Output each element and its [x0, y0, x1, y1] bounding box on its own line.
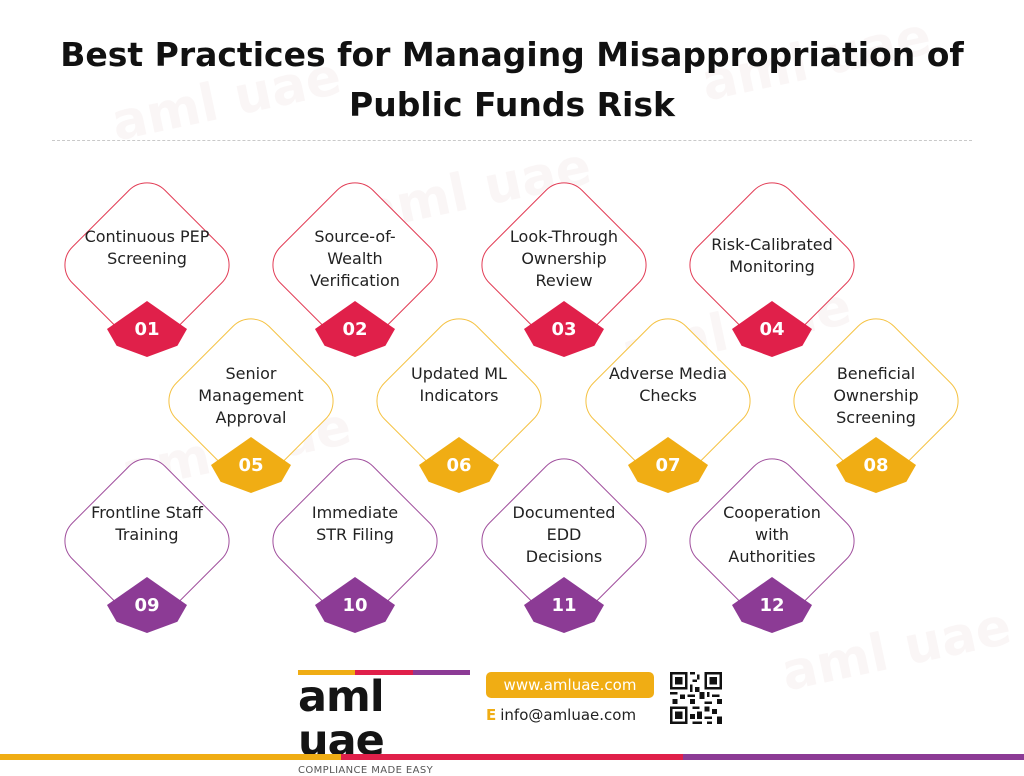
practice-card-05: Senior Management Approval 05 — [156, 306, 346, 496]
practice-label: Documented EDD Decisions — [512, 503, 616, 566]
practice-label: Cooperation with Authorities — [723, 503, 821, 566]
logo-tagline: COMPLIANCE MADE EASY — [298, 765, 434, 776]
email-address[interactable]: info@amluae.com — [500, 706, 637, 724]
practice-card-03: Look-Through Ownership Review 03 — [469, 170, 659, 360]
practice-label: Frontline Staff Training — [91, 503, 203, 544]
title-line-2: Public Funds Risk — [349, 85, 675, 124]
email-prefix: E — [486, 706, 497, 724]
bottom-color-bar — [0, 754, 1024, 760]
practice-card-02: Source-of-Wealth Verification 02 — [260, 170, 450, 360]
practice-card-07: Adverse Media Checks 07 — [573, 306, 763, 496]
practice-label: Updated ML Indicators — [411, 364, 507, 405]
practice-label: Look-Through Ownership Review — [509, 227, 619, 290]
title-line-1: Best Practices for Managing Misappropria… — [60, 35, 964, 74]
practice-card-11: Documented EDD Decisions 11 — [469, 446, 659, 636]
practice-card-04: Risk-Calibrated Monitoring 04 — [677, 170, 867, 360]
practice-card-01: Continuous PEP Screening 01 — [52, 170, 242, 360]
website-link[interactable]: www.amluae.com — [486, 672, 654, 698]
logo-wordmark: aml uae — [298, 672, 385, 766]
practice-card-10: Immediate STR Filing 10 — [260, 446, 450, 636]
page-title: Best Practices for Managing Misappropria… — [0, 30, 1024, 130]
practice-label: Source-of-Wealth Verification — [310, 227, 400, 290]
practice-label: Senior Management Approval — [198, 364, 304, 427]
qr-code-icon[interactable] — [670, 672, 722, 724]
brand-logo[interactable]: aml uae COMPLIANCE MADE EASY — [298, 670, 470, 776]
title-divider — [52, 140, 972, 141]
practice-card-06: Updated ML Indicators 06 — [364, 306, 554, 496]
practice-label: Immediate STR Filing — [311, 503, 399, 544]
practice-card-08: Beneficial Ownership Screening 08 — [781, 306, 971, 496]
footer: aml uae COMPLIANCE MADE EASY www.amluae.… — [0, 660, 1024, 776]
practice-label: Continuous PEP Screening — [84, 227, 210, 268]
practice-card-09: Frontline Staff Training 09 — [52, 446, 242, 636]
practice-label: Adverse Media Checks — [608, 364, 728, 405]
logo-color-bar — [298, 670, 470, 675]
practice-label: Risk-Calibrated Monitoring — [711, 235, 833, 276]
practice-label: Beneficial Ownership Screening — [833, 364, 919, 427]
practice-card-12: Cooperation with Authorities 12 — [677, 446, 867, 636]
